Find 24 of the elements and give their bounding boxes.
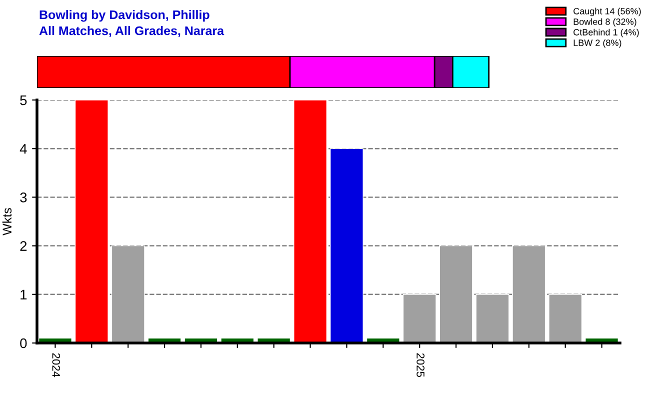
legend-label: Caught 14 (56%) bbox=[574, 8, 641, 16]
legend-label: Bowled 8 (32%) bbox=[574, 18, 636, 27]
bar bbox=[512, 245, 546, 343]
bar bbox=[476, 294, 510, 343]
y-tick-label: 5 bbox=[20, 95, 27, 106]
y-axis-title: Wkts bbox=[2, 208, 12, 236]
y-tick-label: 4 bbox=[20, 144, 27, 154]
y-tick-label: 0 bbox=[20, 338, 27, 348]
chart-subtitle: All Matches, All Grades, Narara bbox=[39, 26, 224, 37]
y-tick-label: 2 bbox=[20, 241, 27, 251]
bar bbox=[294, 100, 328, 343]
x-tick-label: 2025 bbox=[416, 353, 424, 377]
bar bbox=[111, 245, 145, 343]
bar bbox=[402, 294, 436, 343]
legend-label: CtBehind 1 (4%) bbox=[574, 28, 639, 38]
x-tick-label: 2024 bbox=[52, 353, 60, 378]
bar bbox=[439, 245, 473, 343]
bar bbox=[548, 294, 582, 343]
bar bbox=[330, 148, 364, 343]
bar bbox=[74, 100, 108, 343]
legend-label: LBW 2 (8%) bbox=[574, 39, 622, 48]
chart-title: Bowling by Davidson, Phillip bbox=[40, 10, 210, 22]
y-tick-label: 3 bbox=[20, 192, 27, 202]
y-tick-label: 1 bbox=[20, 290, 27, 300]
